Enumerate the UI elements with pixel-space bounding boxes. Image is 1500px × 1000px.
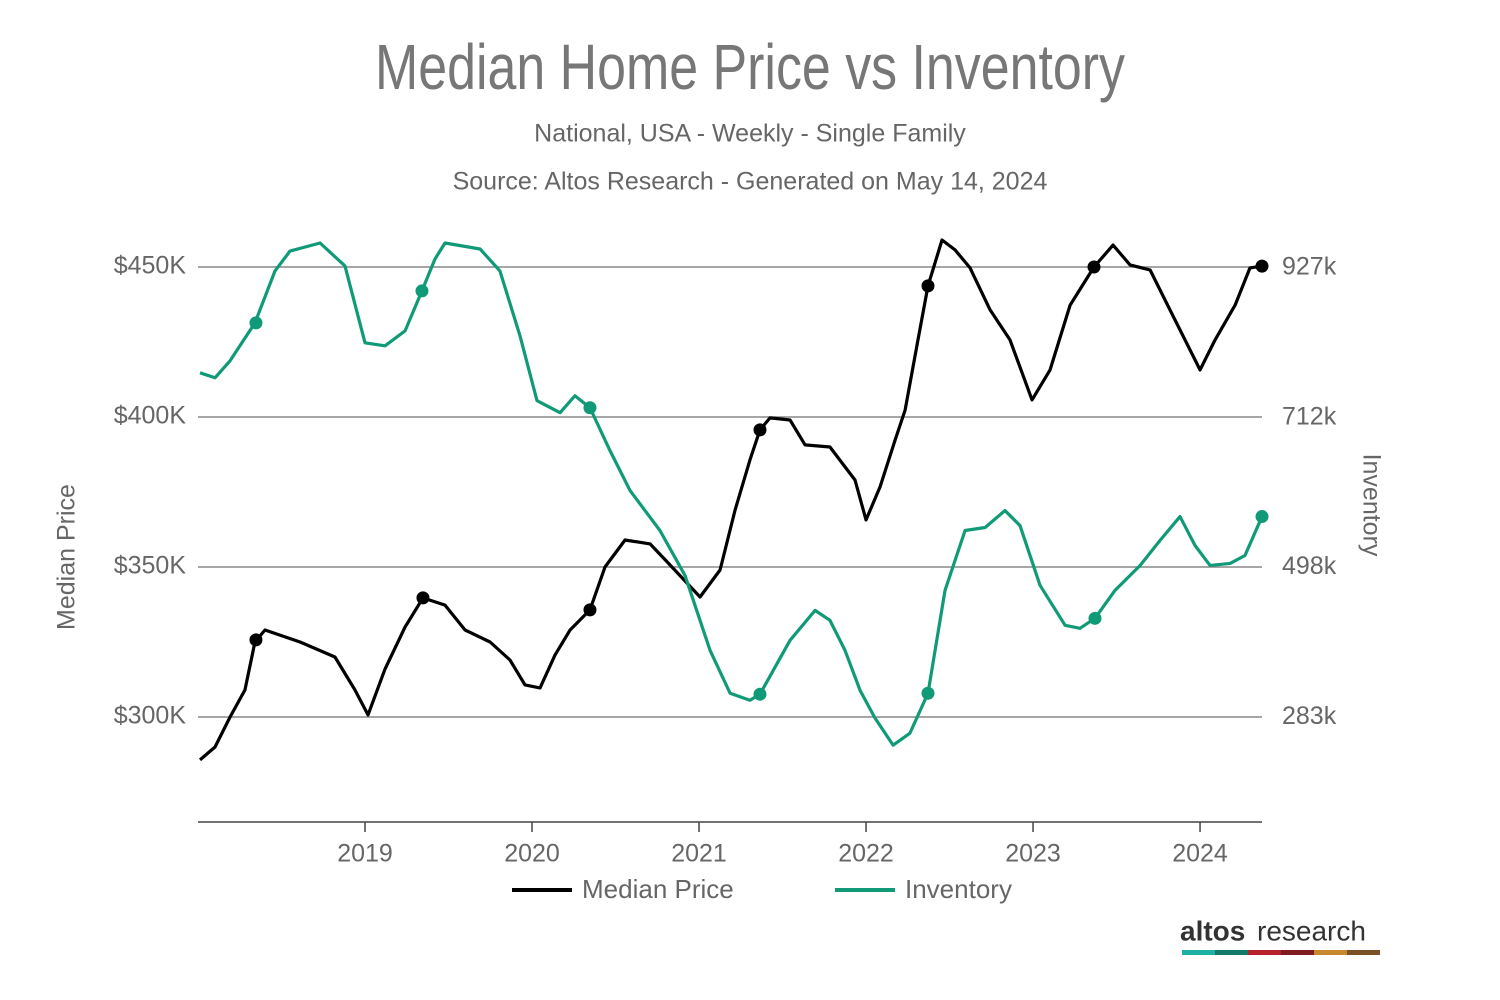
series-marker [1255,259,1269,273]
y2-tick-label: 927k [1282,253,1337,281]
logo-light: research [1257,915,1366,946]
series-marker [921,686,935,700]
x-tick-label: 2021 [671,840,727,868]
y-tick-label: $350K [114,552,187,580]
logo-bold: altos [1180,915,1245,946]
x-tick-label: 2019 [337,840,393,868]
series-marker [583,603,597,617]
chart-title: Median Home Price vs Inventory [375,31,1125,103]
series-marker [753,687,767,701]
series-marker [1255,510,1269,524]
y-tick-label: $300K [114,702,187,730]
series-marker [753,423,767,437]
legend-label: Inventory [905,874,1012,904]
y-axis-title: Median Price [53,484,81,630]
x-tick-label: 2024 [1172,840,1228,868]
series-marker [1088,611,1102,625]
x-tick-label: 2023 [1005,840,1061,868]
y-tick-label: $400K [114,402,187,430]
x-tick-label: 2020 [504,840,560,868]
series-line [199,241,1264,747]
y2-tick-label: 283k [1282,702,1337,730]
y-tick-label: $450K [114,252,187,280]
series-marker [1087,260,1101,274]
logo-bar [1182,950,1380,955]
series-line [198,238,1263,762]
series-marker [249,633,263,647]
series-marker [921,279,935,293]
chart-subtitle: National, USA - Weekly - Single Family [534,120,966,148]
chart-source: Source: Altos Research - Generated on Ma… [453,168,1048,196]
x-tick-label: 2022 [838,840,894,868]
legend-label: Median Price [582,874,734,904]
y2-tick-label: 712k [1282,403,1337,431]
y2-axis-title: Inventory [1357,454,1385,557]
series-marker [416,591,430,605]
series-marker [583,401,597,415]
series-marker [249,316,263,330]
series-marker [415,284,429,298]
y2-tick-label: 498k [1282,552,1337,580]
